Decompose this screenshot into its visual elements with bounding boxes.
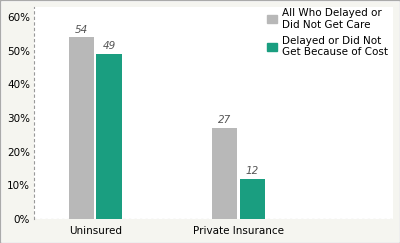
Bar <box>240 179 265 219</box>
Bar <box>96 54 122 219</box>
Text: 49: 49 <box>102 41 116 52</box>
Text: 27: 27 <box>218 115 232 125</box>
Bar <box>69 37 94 219</box>
Text: 12: 12 <box>246 166 259 176</box>
Legend: All Who Delayed or
Did Not Get Care, Delayed or Did Not
Get Because of Cost: All Who Delayed or Did Not Get Care, Del… <box>267 8 388 57</box>
Bar <box>212 128 238 219</box>
Text: 54: 54 <box>75 25 88 35</box>
